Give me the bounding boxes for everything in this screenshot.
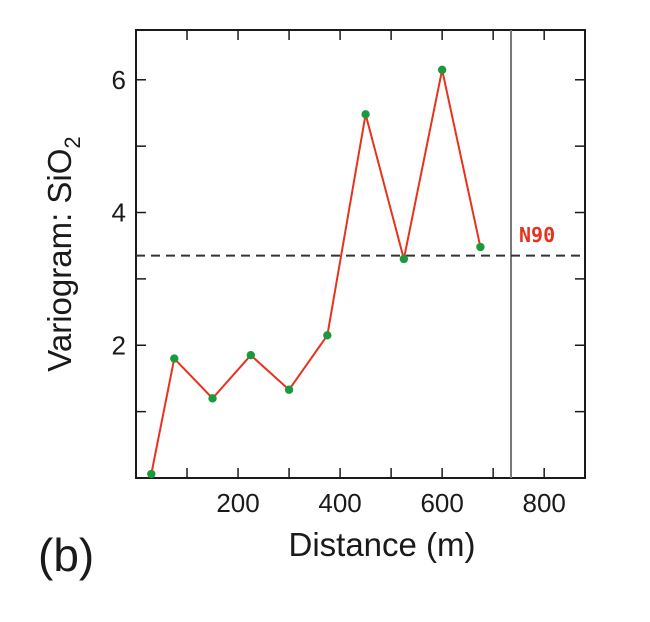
plot-frame	[135, 29, 586, 479]
data-point	[246, 351, 256, 360]
data-point	[170, 354, 179, 363]
data-point	[323, 331, 332, 340]
y-tick-label: 6	[112, 65, 126, 95]
y-axis-title-main: Variogram: SiO	[41, 149, 78, 372]
data-point	[476, 242, 485, 252]
y-tick-label: 4	[112, 198, 126, 228]
panel-label: (b)	[38, 529, 95, 581]
data-point	[361, 110, 370, 119]
x-tick-label: 800	[522, 488, 565, 518]
series-label-n90: N90	[519, 223, 555, 247]
y-tick-label: 2	[112, 330, 126, 360]
x-axis-title: Distance (m)	[288, 526, 475, 563]
y-axis-title-subscript: 2	[60, 136, 85, 148]
data-point	[437, 65, 447, 75]
data-point	[284, 385, 294, 394]
x-tick-label: 200	[216, 488, 259, 518]
data-point	[147, 469, 156, 479]
y-axis-title: Variogram: SiO2	[41, 136, 85, 371]
x-tick-label: 600	[420, 488, 463, 518]
data-point	[399, 254, 409, 264]
data-point	[208, 394, 217, 403]
x-tick-label: 400	[318, 488, 361, 518]
series-line	[150, 69, 482, 475]
